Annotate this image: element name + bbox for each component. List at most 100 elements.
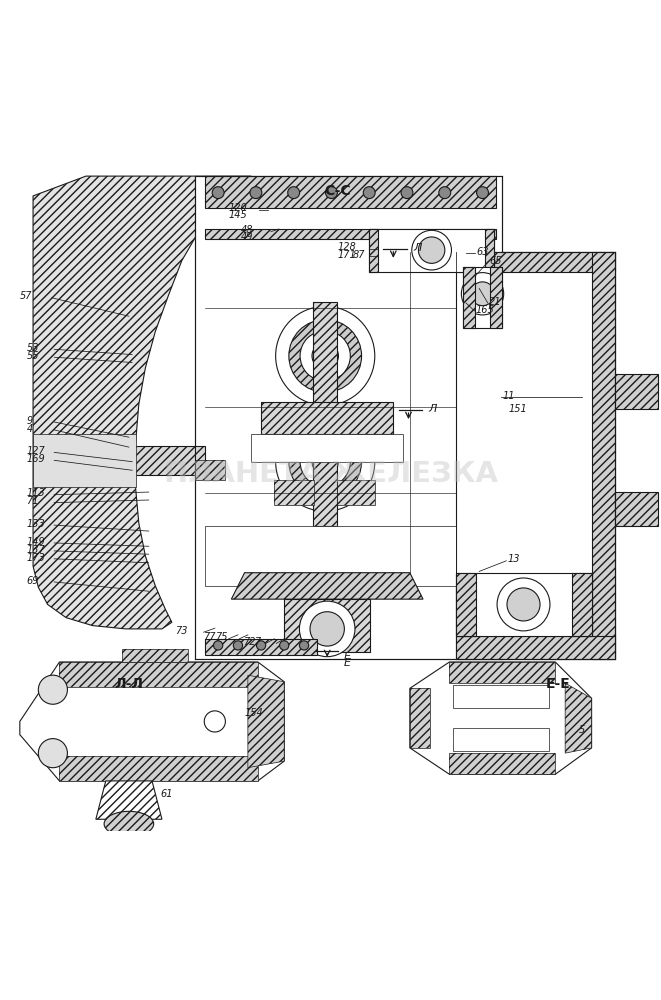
Circle shape bbox=[300, 437, 350, 487]
Polygon shape bbox=[456, 252, 615, 272]
Circle shape bbox=[300, 331, 350, 381]
Circle shape bbox=[312, 448, 338, 475]
Circle shape bbox=[439, 187, 451, 199]
Polygon shape bbox=[66, 446, 205, 475]
Text: 73: 73 bbox=[175, 626, 188, 636]
Circle shape bbox=[233, 641, 243, 650]
Polygon shape bbox=[369, 229, 494, 272]
Text: 173: 173 bbox=[26, 553, 45, 563]
Circle shape bbox=[299, 641, 309, 650]
Circle shape bbox=[477, 187, 488, 199]
Circle shape bbox=[299, 601, 355, 657]
Circle shape bbox=[250, 187, 262, 199]
Polygon shape bbox=[248, 675, 284, 768]
Polygon shape bbox=[59, 756, 258, 781]
Circle shape bbox=[38, 675, 67, 704]
Polygon shape bbox=[274, 480, 314, 505]
Text: 48: 48 bbox=[241, 225, 254, 235]
Polygon shape bbox=[122, 649, 188, 662]
Polygon shape bbox=[205, 639, 317, 655]
Polygon shape bbox=[231, 573, 423, 599]
Polygon shape bbox=[449, 662, 555, 683]
Text: E: E bbox=[344, 652, 351, 662]
Circle shape bbox=[204, 711, 225, 732]
Circle shape bbox=[280, 641, 289, 650]
Text: 133: 133 bbox=[26, 519, 45, 529]
Text: 71: 71 bbox=[26, 496, 39, 506]
Text: 171: 171 bbox=[337, 250, 356, 260]
Polygon shape bbox=[33, 434, 136, 487]
Circle shape bbox=[312, 343, 338, 369]
Polygon shape bbox=[284, 599, 370, 652]
Polygon shape bbox=[195, 176, 502, 659]
Text: 169: 169 bbox=[26, 454, 45, 464]
Text: 113: 113 bbox=[26, 488, 45, 498]
Polygon shape bbox=[453, 685, 549, 708]
Text: 53: 53 bbox=[26, 343, 39, 353]
Text: 5: 5 bbox=[578, 725, 584, 735]
Polygon shape bbox=[195, 460, 225, 480]
Polygon shape bbox=[453, 728, 549, 751]
Text: 127: 127 bbox=[26, 446, 45, 456]
Polygon shape bbox=[615, 492, 658, 526]
Circle shape bbox=[38, 739, 67, 768]
Polygon shape bbox=[261, 402, 393, 434]
Circle shape bbox=[461, 273, 504, 315]
Polygon shape bbox=[313, 302, 337, 526]
Text: 9: 9 bbox=[26, 416, 32, 426]
Text: E: E bbox=[344, 658, 351, 668]
Circle shape bbox=[325, 187, 337, 199]
Text: 72: 72 bbox=[243, 637, 256, 647]
Text: 49: 49 bbox=[241, 232, 254, 242]
Circle shape bbox=[276, 412, 375, 511]
Circle shape bbox=[288, 187, 299, 199]
Text: 57: 57 bbox=[20, 291, 32, 301]
Polygon shape bbox=[251, 434, 403, 462]
Polygon shape bbox=[410, 662, 592, 774]
Polygon shape bbox=[615, 374, 658, 409]
Text: 165: 165 bbox=[476, 305, 494, 315]
Text: Л: Л bbox=[428, 404, 437, 414]
Polygon shape bbox=[205, 526, 456, 586]
Text: Л: Л bbox=[413, 243, 422, 253]
Circle shape bbox=[310, 612, 344, 646]
Circle shape bbox=[212, 187, 224, 199]
Text: 151: 151 bbox=[509, 404, 527, 414]
Circle shape bbox=[401, 187, 413, 199]
Circle shape bbox=[507, 588, 540, 621]
Ellipse shape bbox=[104, 811, 153, 836]
Text: 63: 63 bbox=[476, 247, 488, 257]
Text: 154: 154 bbox=[245, 708, 263, 718]
Polygon shape bbox=[456, 252, 615, 659]
Circle shape bbox=[364, 187, 375, 199]
Circle shape bbox=[289, 320, 362, 392]
Polygon shape bbox=[463, 267, 475, 328]
Circle shape bbox=[214, 641, 223, 650]
Text: 55: 55 bbox=[26, 351, 39, 361]
Polygon shape bbox=[449, 753, 555, 774]
Text: C-C: C-C bbox=[324, 184, 350, 198]
Polygon shape bbox=[205, 176, 496, 208]
Polygon shape bbox=[565, 683, 592, 753]
Polygon shape bbox=[490, 267, 502, 328]
Text: Е-Е: Е-Е bbox=[546, 677, 571, 691]
Circle shape bbox=[497, 578, 550, 631]
Polygon shape bbox=[205, 229, 496, 239]
Polygon shape bbox=[485, 229, 494, 272]
Polygon shape bbox=[369, 229, 378, 272]
Polygon shape bbox=[20, 662, 284, 781]
Polygon shape bbox=[59, 662, 258, 687]
Text: 120: 120 bbox=[228, 203, 247, 213]
Text: 4: 4 bbox=[26, 424, 32, 434]
Text: 11: 11 bbox=[502, 391, 515, 401]
Text: 137: 137 bbox=[26, 545, 45, 555]
Circle shape bbox=[289, 425, 362, 498]
Text: ПЛАНЕТА ЖЕЛЕЗКА: ПЛАНЕТА ЖЕЛЕЗКА bbox=[163, 460, 498, 488]
Circle shape bbox=[256, 641, 266, 650]
Text: Л-Л: Л-Л bbox=[114, 677, 143, 691]
Polygon shape bbox=[456, 573, 476, 636]
Circle shape bbox=[412, 230, 451, 270]
Text: 149: 149 bbox=[26, 537, 45, 547]
Text: 77: 77 bbox=[204, 632, 216, 642]
Polygon shape bbox=[463, 267, 502, 328]
